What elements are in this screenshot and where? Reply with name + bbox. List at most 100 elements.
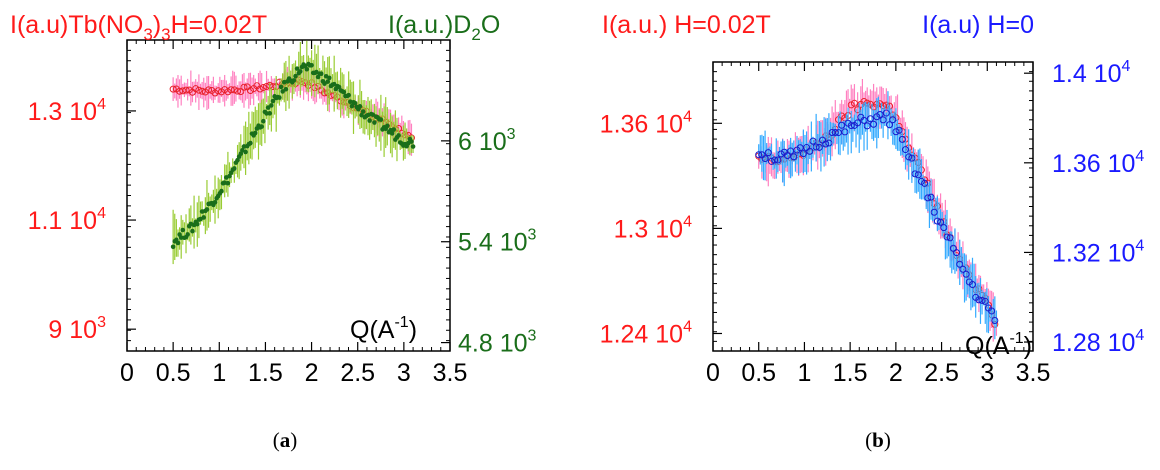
data-point <box>790 153 798 161</box>
data-point <box>410 144 416 149</box>
x-axis-label-close: ) <box>1024 332 1032 360</box>
caption-close: ) <box>884 428 891 452</box>
data-point <box>761 155 769 163</box>
data-point <box>921 179 929 187</box>
x-axis-label-exponent: -1 <box>394 314 408 331</box>
y-right-tick-label: 6 103 <box>458 126 516 156</box>
data-point <box>238 151 244 157</box>
y-left-tick-label-mantissa: 1.3 10 <box>614 215 684 243</box>
data-point <box>783 152 791 160</box>
series-0-error-bars <box>172 64 414 156</box>
data-point <box>895 126 903 134</box>
data-point <box>192 85 200 93</box>
y-right-tick-label: 1.32 104 <box>1052 237 1144 267</box>
data-point <box>799 150 807 158</box>
data-point <box>953 249 961 257</box>
data-point <box>318 71 324 77</box>
data-point <box>889 116 897 124</box>
data-point <box>214 87 222 95</box>
data-point <box>886 121 894 129</box>
data-point <box>905 153 913 161</box>
data-point <box>389 131 395 136</box>
data-point <box>937 218 945 226</box>
data-point <box>270 98 276 104</box>
data-point <box>230 86 238 94</box>
x-tick-label: 1.5 <box>833 359 868 387</box>
x-tick-label: 1.5 <box>248 359 283 387</box>
data-point <box>278 84 284 90</box>
data-point <box>959 265 967 273</box>
data-point <box>293 73 298 79</box>
data-point <box>261 118 266 124</box>
data-point <box>876 110 884 118</box>
caption-letter: a <box>280 428 291 452</box>
data-point <box>178 235 184 240</box>
x-tick-label: 0 <box>120 359 134 387</box>
data-point <box>291 78 297 83</box>
data-point <box>169 85 177 93</box>
data-point <box>946 234 954 242</box>
data-point <box>764 149 772 157</box>
data-point <box>269 103 274 108</box>
y-left-tick-label: 1.36 104 <box>600 108 692 138</box>
data-point <box>176 87 184 95</box>
data-point <box>927 193 935 201</box>
data-point <box>294 66 300 71</box>
data-point <box>180 227 186 233</box>
data-point <box>774 156 782 164</box>
series-1-points <box>755 109 999 324</box>
panel-a: 0 0.5 1 1.5 2 2.5 3 3.5Q(A-1)(a) <box>120 39 467 452</box>
data-point <box>195 86 203 94</box>
data-point <box>212 200 218 205</box>
y-right-tick-label-exponent: 4 <box>1135 237 1144 254</box>
data-point <box>981 297 989 305</box>
x-tick-label: 2 <box>305 359 319 387</box>
y-left-tick-label-mantissa: 1.24 10 <box>600 320 683 348</box>
series-1-error-bars <box>758 91 998 340</box>
data-point <box>259 84 267 92</box>
x-tick-label: 3 <box>397 359 411 387</box>
data-point <box>866 115 874 123</box>
y-right-tick-label-mantissa: 1.4 10 <box>1052 60 1122 88</box>
data-point <box>367 118 372 123</box>
data-point <box>924 194 932 202</box>
data-point <box>277 95 282 100</box>
x-tick-label: 1 <box>212 359 226 387</box>
caption-open: ( <box>273 428 280 452</box>
y-left-tick-label-exponent: 3 <box>97 314 106 331</box>
data-point <box>378 117 384 122</box>
x-tick-label: 0.5 <box>156 359 191 387</box>
y-left-tick-label-mantissa: 1.3 10 <box>28 98 98 126</box>
data-point <box>240 83 248 91</box>
data-point <box>767 157 775 165</box>
data-point <box>841 128 849 136</box>
data-point <box>815 143 823 151</box>
x-tick-label: 1 <box>797 359 811 387</box>
data-point <box>978 296 986 304</box>
y-right-tick-label-mantissa: 4.8 10 <box>458 330 528 358</box>
x-axis-label-exponent: -1 <box>1009 330 1023 347</box>
x-axis-label-close: ) <box>409 316 417 344</box>
y-right-axis-label: I(a.u) H=0 <box>922 11 1034 39</box>
data-point <box>901 146 909 154</box>
data-point <box>175 240 181 246</box>
data-point <box>327 75 332 81</box>
x-axis-label: Q(A-1) <box>350 314 417 344</box>
data-point <box>336 84 342 90</box>
y-left-tick-label-mantissa: 1.1 10 <box>28 207 98 235</box>
series-1-error-bars <box>172 40 414 265</box>
data-point <box>204 207 210 212</box>
data-point <box>831 129 839 137</box>
y-right-tick-label-mantissa: 6 10 <box>458 128 507 156</box>
panel-b: 0 0.5 1 1.5 2 2.5 3 3.5Q(A-1)(b) <box>706 61 1050 452</box>
data-point <box>170 244 176 250</box>
data-point <box>847 122 855 130</box>
data-point <box>898 135 906 143</box>
data-point <box>962 270 970 278</box>
data-point <box>968 280 976 288</box>
data-point <box>235 157 240 163</box>
data-point <box>243 149 248 155</box>
caption-close: ) <box>290 428 297 452</box>
x-axis-label-base: Q(A <box>965 332 1010 360</box>
